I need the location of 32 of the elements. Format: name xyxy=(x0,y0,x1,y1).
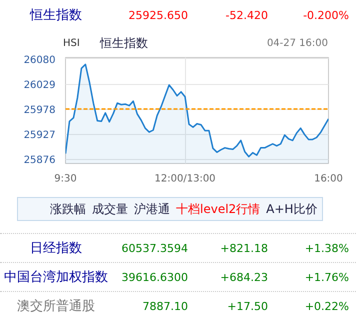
text: +1.38% xyxy=(304,242,349,255)
chart-title: 恒生指数 xyxy=(30,8,82,23)
text: 60537.3594 xyxy=(122,242,188,255)
text: +1.76% xyxy=(304,271,349,284)
y-tick-label: 25927 xyxy=(24,130,56,142)
text: +684.23 xyxy=(220,271,268,284)
text: +17.50 xyxy=(227,300,268,313)
text: 日经指数 xyxy=(29,241,83,256)
text: -0.200% xyxy=(303,9,349,22)
text: +821.18 xyxy=(220,242,268,255)
y-tick-label: 25876 xyxy=(24,155,56,166)
text: 涨跌幅 xyxy=(50,202,86,216)
text: -52.420 xyxy=(226,9,268,22)
x-tick-label: 9:30 xyxy=(54,174,77,184)
text: +0.22% xyxy=(304,300,349,313)
chart-subtitle: 恒生指数 xyxy=(100,36,148,50)
text: 十档level2行情 xyxy=(176,202,260,216)
y-tick-label: 25978 xyxy=(24,105,56,116)
y-tick-label: 26080 xyxy=(24,54,56,66)
x-tick-label: 12:00/13:00 xyxy=(154,174,216,184)
text: A+H比价 xyxy=(266,202,318,216)
text: 39616.6300 xyxy=(122,271,188,284)
y-tick-label: 26029 xyxy=(24,80,56,91)
text: 沪港通 xyxy=(134,202,170,216)
text: 25925.650 xyxy=(128,9,188,22)
text: 中国台湾加权指数 xyxy=(3,270,109,285)
x-tick-label: 16:00 xyxy=(314,174,343,184)
text: 04-27 16:00 xyxy=(266,38,328,49)
text: 成交量 xyxy=(92,202,128,216)
text: 澳交所普通股 xyxy=(16,299,96,314)
text: 7887.10 xyxy=(142,300,188,313)
text: HSI xyxy=(63,38,80,49)
